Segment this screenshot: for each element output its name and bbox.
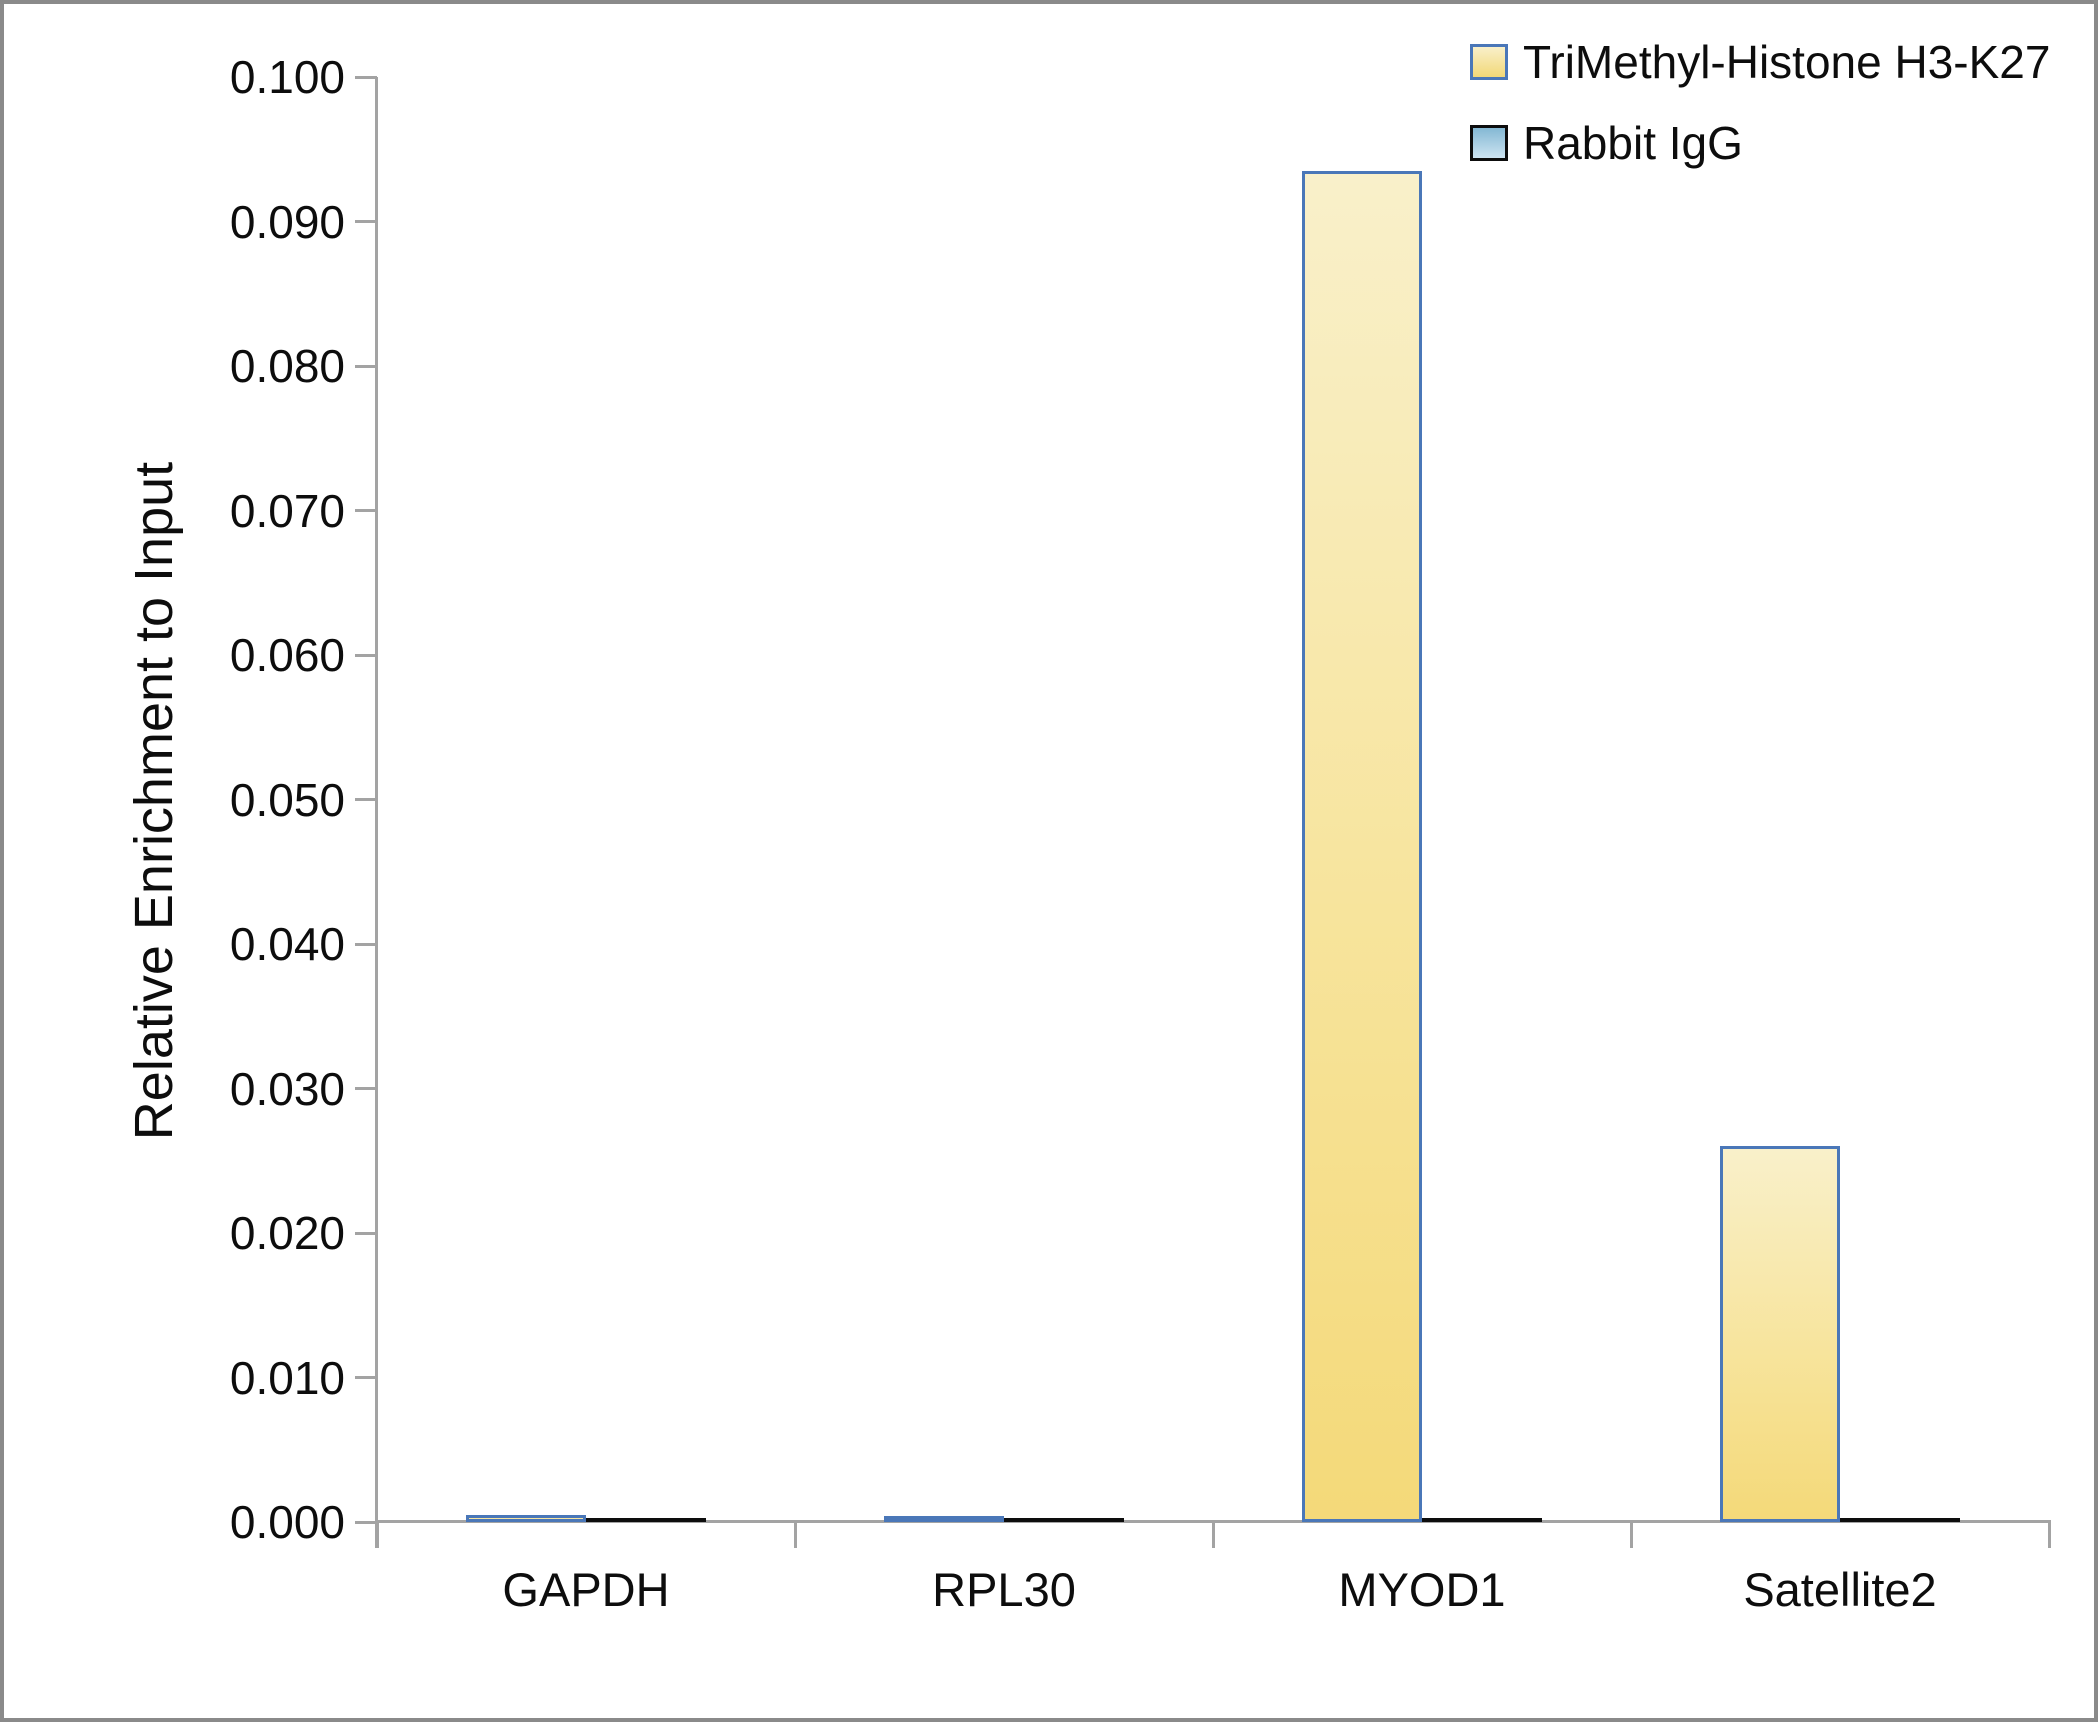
- bar-h3k27-rpl30: [884, 1516, 1004, 1523]
- y-tick-label: 0.060: [229, 629, 345, 681]
- y-tick-mark: [355, 1376, 377, 1379]
- y-tick-label: 0.020: [229, 1207, 345, 1259]
- y-tick-label: 0.010: [229, 1351, 345, 1404]
- bar-igg-satellite2: [1840, 1517, 1960, 1522]
- y-tick-mark: [355, 1231, 377, 1235]
- y-tick-mark: [355, 75, 377, 79]
- y-tick-label: 0.070: [229, 484, 345, 537]
- bar-h3k27-satellite2: [1720, 1146, 1840, 1522]
- bar-igg-gapdh: [586, 1517, 706, 1522]
- bar-igg-rpl30: [1004, 1517, 1124, 1522]
- x-tick-mark: [375, 1522, 379, 1548]
- y-tick-mark: [355, 509, 377, 512]
- category-label-satellite2: Satellite2: [1743, 1563, 1937, 1616]
- legend-swatch-icon: [1470, 125, 1508, 161]
- category-label-myod1: MYOD1: [1338, 1563, 1506, 1616]
- x-axis-line: [375, 1520, 2051, 1523]
- y-tick-mark: [355, 653, 377, 657]
- y-tick-mark: [355, 220, 377, 223]
- legend-swatch-icon: [1470, 44, 1508, 80]
- y-tick-mark: [355, 364, 377, 368]
- category-label-rpl30: RPL30: [932, 1563, 1076, 1616]
- y-tick-label: 0.050: [229, 773, 345, 826]
- legend-item: TriMethyl-Histone H3-K27: [1470, 36, 2051, 88]
- x-tick-mark: [1629, 1522, 1633, 1548]
- y-tick-label: 0.090: [229, 195, 345, 248]
- y-tick-mark: [355, 1520, 377, 1524]
- legend-label: TriMethyl-Histone H3-K27: [1523, 36, 2051, 88]
- y-tick-label: 0.080: [229, 340, 345, 392]
- x-tick-mark: [2047, 1522, 2051, 1548]
- y-tick-label: 0.100: [229, 51, 345, 103]
- legend-label: Rabbit IgG: [1523, 117, 1743, 169]
- y-tick-label: 0.030: [229, 1062, 345, 1115]
- x-tick-mark: [1211, 1522, 1215, 1548]
- y-axis-line: [375, 77, 378, 1548]
- bar-igg-myod1: [1422, 1517, 1542, 1522]
- legend: TriMethyl-Histone H3-K27 Rabbit IgG: [1470, 36, 2051, 202]
- x-tick-mark: [793, 1522, 797, 1548]
- y-tick-label: 0.000: [229, 1496, 345, 1548]
- category-label-gapdh: GAPDH: [502, 1563, 670, 1616]
- y-tick-label: 0.040: [229, 918, 345, 970]
- bar-h3k27-myod1: [1302, 170, 1422, 1522]
- y-tick-mark: [355, 1087, 377, 1090]
- legend-item: Rabbit IgG: [1470, 117, 2050, 169]
- bar-h3k27-gapdh: [466, 1514, 586, 1522]
- y-tick-mark: [355, 798, 377, 801]
- y-tick-mark: [355, 942, 377, 946]
